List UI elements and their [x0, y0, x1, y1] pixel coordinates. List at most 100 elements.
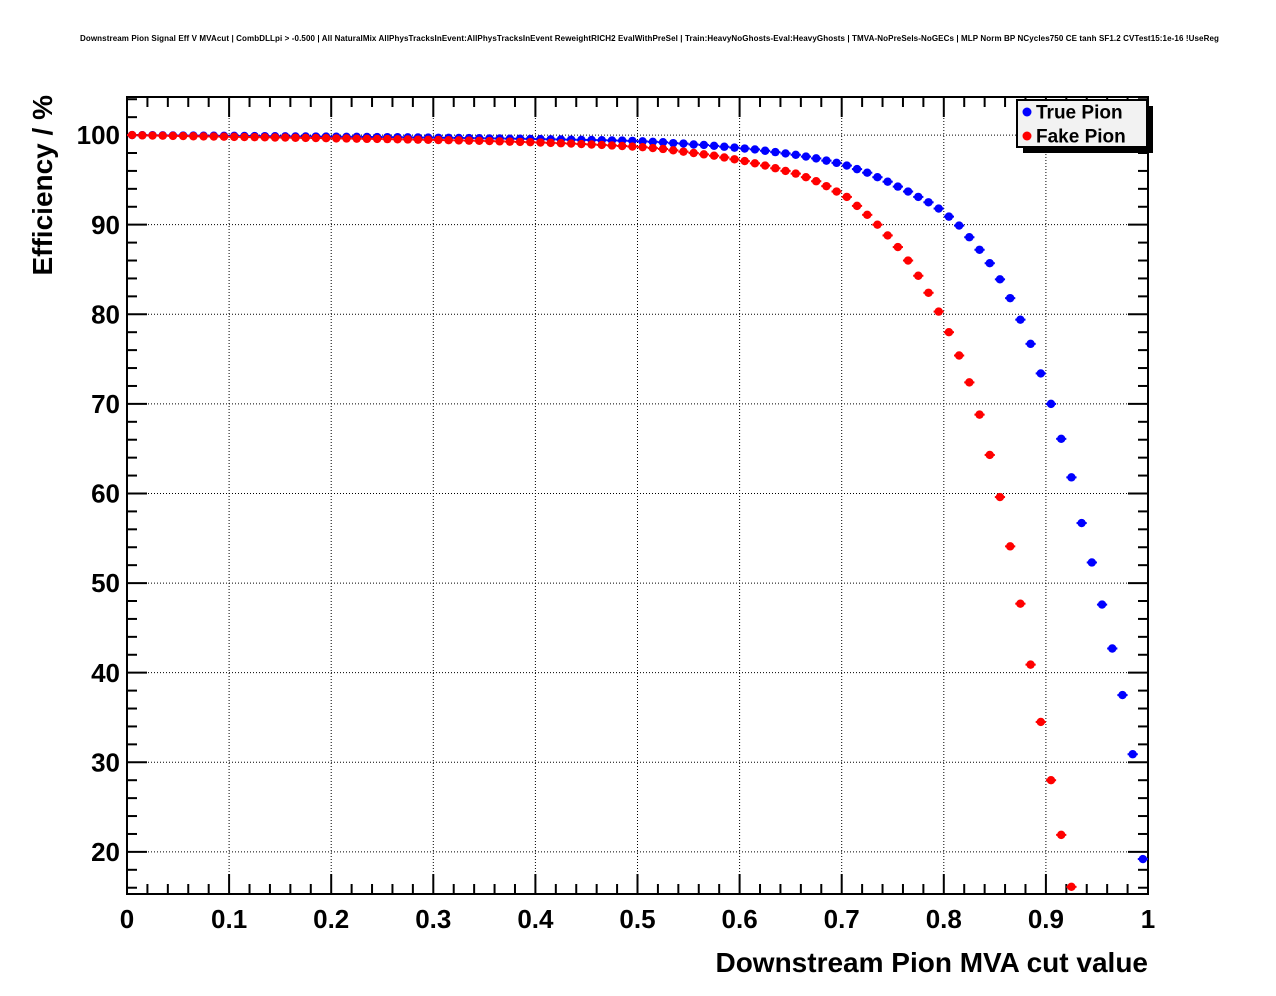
x-tick-label: 0.9 [1028, 904, 1064, 934]
data-point [648, 137, 658, 147]
legend-marker-fake-pion [1022, 131, 1032, 141]
x-tick-label: 0.8 [926, 904, 962, 934]
data-point [413, 135, 423, 144]
x-tick-label: 0.5 [619, 904, 655, 934]
data-point [822, 181, 831, 191]
data-point [811, 177, 821, 186]
data-point [607, 141, 617, 150]
data-point [689, 148, 698, 158]
data-point [587, 140, 596, 149]
data-point [1016, 315, 1025, 324]
data-point [250, 132, 259, 142]
y-tick-labels: 100 90 80 70 60 50 40 30 20 [77, 120, 120, 867]
data-point [934, 307, 943, 316]
data-point [995, 492, 1005, 502]
x-tick-label: 0 [120, 904, 134, 934]
data-point [1026, 339, 1035, 349]
data-point [230, 132, 239, 142]
legend-box [1016, 99, 1148, 148]
data-point [893, 242, 903, 252]
data-point [873, 220, 882, 229]
x-tick-label: 0.2 [313, 904, 349, 934]
plot-frame [126, 96, 1149, 895]
data-point [822, 156, 831, 165]
data-point [648, 143, 658, 153]
data-point [720, 153, 729, 162]
data-point [985, 450, 994, 460]
data-point [423, 135, 433, 145]
y-tick-label: 80 [91, 299, 120, 329]
data-point [995, 275, 1005, 284]
data-point [434, 135, 443, 145]
data-point [914, 271, 923, 280]
data-point [1138, 854, 1148, 864]
y-tick-label: 30 [91, 747, 120, 777]
legend-marker-true-pion [1022, 107, 1032, 117]
data-point [679, 147, 688, 156]
data-point [526, 137, 535, 147]
data-point [689, 140, 698, 149]
data-point [975, 410, 984, 419]
legend: True Pion Fake Pion [1016, 99, 1153, 153]
data-point [791, 169, 800, 178]
data-point [740, 156, 749, 166]
data-point [281, 133, 290, 142]
y-tick-label: 50 [91, 568, 120, 598]
data-point [546, 138, 555, 148]
data-point [536, 138, 545, 147]
data-point [720, 142, 729, 151]
data-point [771, 147, 780, 157]
data-point [454, 136, 464, 145]
data-point [1057, 830, 1066, 840]
data-point [1067, 882, 1076, 892]
data-point [1108, 644, 1117, 653]
data-point [1057, 434, 1066, 444]
data-point [852, 164, 862, 174]
data-point [669, 138, 678, 148]
x-tick-labels: 0 0.1 0.2 0.3 0.4 0.5 0.6 0.7 0.8 0.9 1 [120, 904, 1155, 934]
data-point [158, 131, 167, 140]
data-point [893, 182, 903, 191]
data-point [852, 201, 862, 211]
data-point [801, 172, 811, 182]
data-point [750, 159, 760, 168]
data-point [842, 161, 852, 170]
data-point [658, 138, 668, 147]
data-point [1026, 660, 1035, 669]
data-point [148, 131, 157, 140]
data-point [321, 134, 331, 143]
data-point [577, 139, 586, 149]
legend-label: True Pion [1036, 103, 1123, 124]
data-point [658, 144, 668, 154]
data-point [219, 132, 229, 141]
data-point [842, 192, 852, 202]
x-tick-label: 0.7 [824, 904, 860, 934]
data-point [750, 145, 760, 154]
data-point [1005, 293, 1015, 303]
data-point [669, 146, 678, 155]
data-point [914, 192, 923, 202]
data-point [965, 233, 974, 242]
axis-ticks [126, 97, 1149, 894]
data-point [944, 328, 954, 337]
data-point [597, 140, 606, 150]
data-point [760, 146, 770, 155]
data-point [781, 149, 790, 158]
data-point [954, 221, 964, 230]
data-point [924, 288, 933, 297]
data-point [1087, 558, 1097, 567]
y-axis-title: Efficiency / % [27, 95, 58, 276]
data-point [189, 132, 198, 141]
data-point [1016, 599, 1025, 608]
series-fake-pion [127, 130, 1077, 892]
data-point [1046, 776, 1056, 785]
data-point [1036, 717, 1045, 727]
data-point [638, 137, 647, 146]
data-point [760, 161, 770, 170]
y-tick-label: 60 [91, 479, 120, 509]
data-point [740, 144, 749, 153]
data-point [628, 142, 637, 151]
y-tick-label: 70 [91, 389, 120, 419]
data-point [403, 135, 412, 144]
